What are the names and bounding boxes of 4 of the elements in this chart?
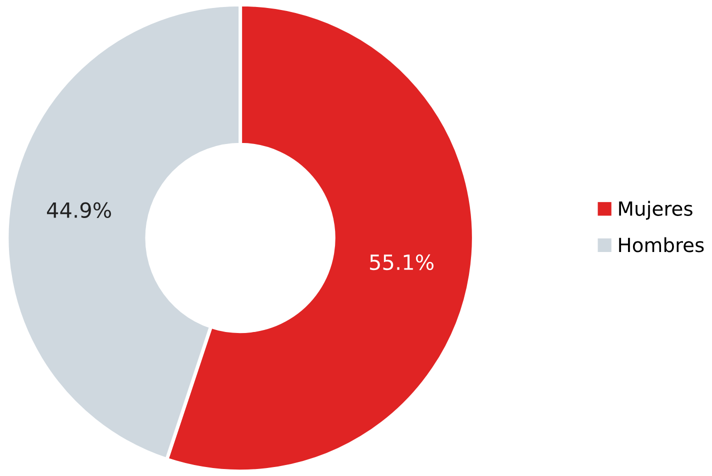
data-label: 55.1% — [370, 254, 434, 270]
data-label: 44.9% — [46, 202, 111, 218]
legend-label: Hombres — [619, 237, 704, 252]
legend-label: Mujeres — [619, 200, 692, 220]
